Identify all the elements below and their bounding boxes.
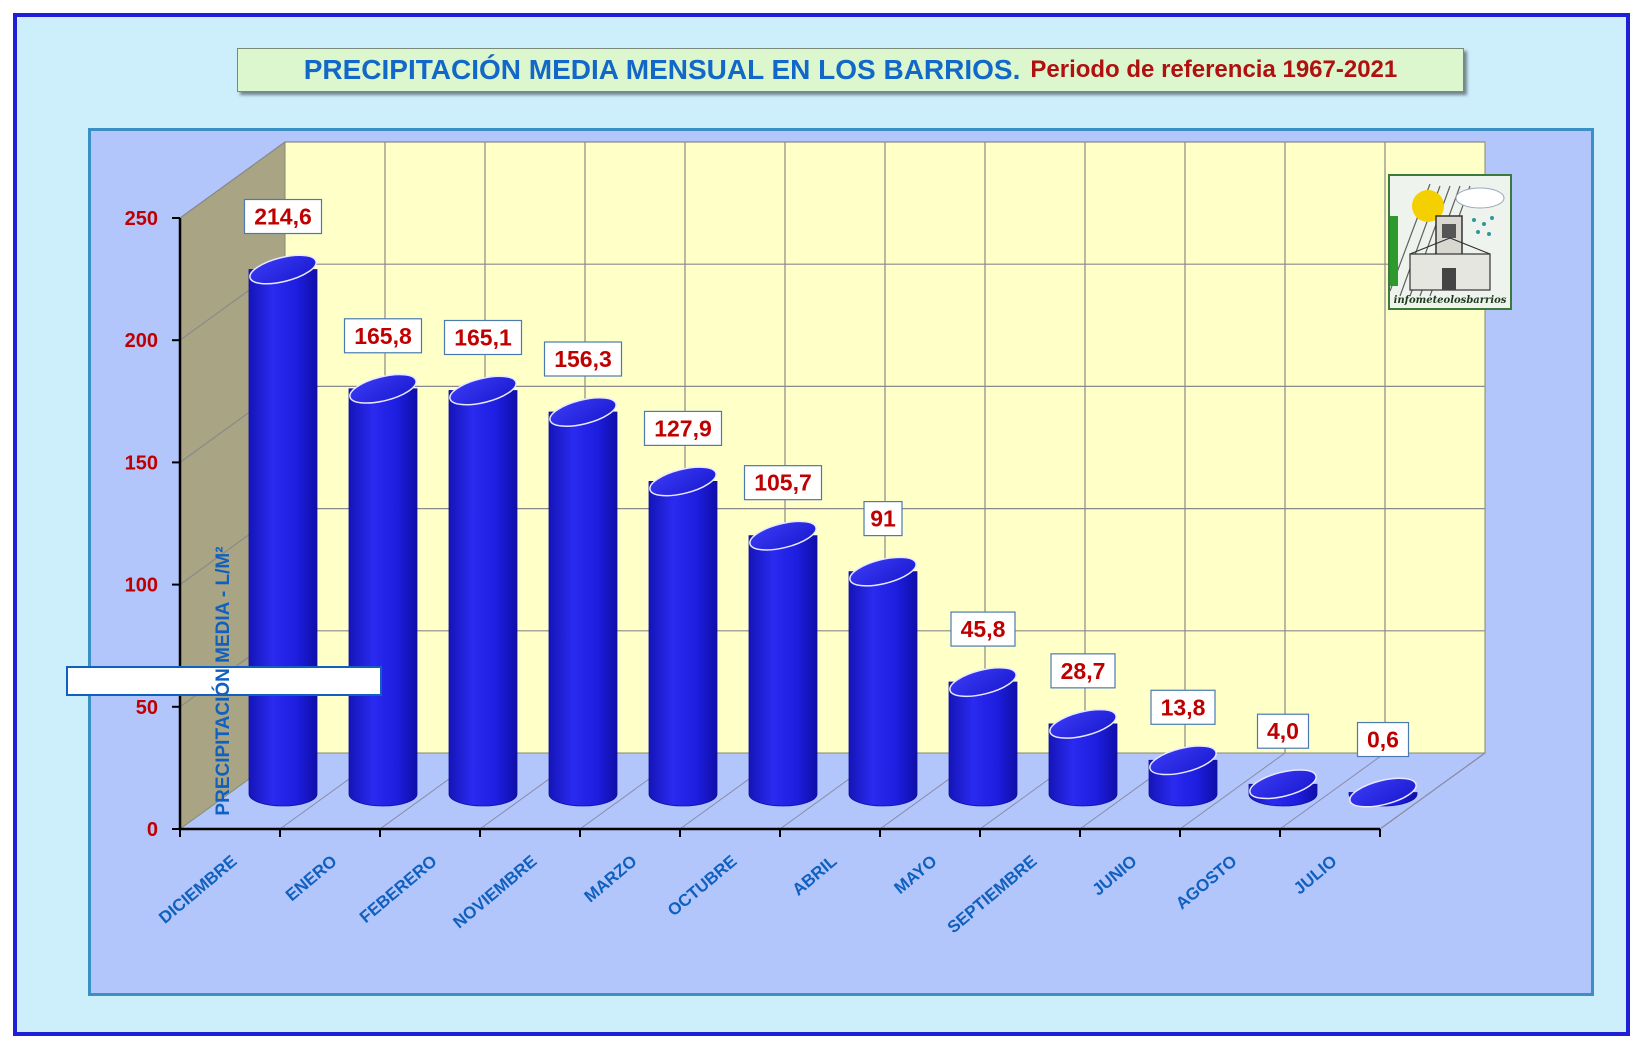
bar <box>1048 708 1118 807</box>
bar-body <box>348 388 418 807</box>
bar-top <box>649 466 717 497</box>
value-label-box <box>950 611 1016 647</box>
chart-subtitle: Periodo de referencia 1967-2021 <box>1030 56 1398 83</box>
x-tick-label: AGOSTO <box>1172 852 1240 914</box>
bar-body <box>548 411 618 807</box>
bar-top <box>1249 769 1317 800</box>
y-tick-label: 100 <box>125 575 158 597</box>
bar-top <box>949 667 1017 698</box>
chart-axes <box>172 217 1381 837</box>
value-label: 45,8 <box>961 616 1006 642</box>
value-label: 105,7 <box>754 470 812 496</box>
bar <box>1248 769 1318 807</box>
x-tick-label: ENERO <box>282 852 341 905</box>
value-label: 13,8 <box>1161 694 1206 720</box>
value-label: 28,7 <box>1061 658 1106 684</box>
value-label-box <box>1356 721 1410 758</box>
bar-top <box>449 375 517 406</box>
value-label: 127,9 <box>654 415 712 441</box>
bar-top <box>549 396 617 428</box>
x-tick-label: OCTUBRE <box>664 852 741 921</box>
x-tick-label: ABRIL <box>789 852 841 900</box>
x-tick-label: JUNIO <box>1089 852 1141 900</box>
value-label: 156,3 <box>554 346 612 372</box>
church-sun-rain-logo: infometeolosbarrios <box>1388 174 1512 310</box>
bar-body <box>748 535 818 807</box>
y-axis-label: PRECIPITACIÓN MEDIA - L/M² <box>66 546 382 816</box>
bar-top <box>849 556 917 587</box>
x-tick-label: FEBERERO <box>356 852 441 927</box>
value-label: 91 <box>870 506 896 532</box>
bar <box>648 466 718 807</box>
x-tick-label: MARZO <box>581 852 641 907</box>
value-label-box <box>443 319 523 356</box>
bar <box>248 254 318 807</box>
value-label-box <box>243 198 323 235</box>
bar-body <box>848 571 918 807</box>
bar-top <box>1149 745 1217 776</box>
bar-body <box>648 481 718 807</box>
floor-depth-line <box>1279 752 1386 830</box>
value-label-box <box>1050 653 1116 689</box>
x-tick-label: DICIEMBRE <box>155 852 240 928</box>
bar-body <box>448 390 518 807</box>
value-label: 214,6 <box>254 204 312 230</box>
chart-title: PRECIPITACIÓN MEDIA MENSUAL EN LOS BARRI… <box>303 54 1021 85</box>
bar <box>748 520 818 807</box>
value-label-box <box>1150 689 1216 725</box>
bar-body <box>1048 723 1118 807</box>
logo-text: infometeolosbarrios <box>1393 295 1507 306</box>
value-label-box <box>343 318 423 354</box>
y-tick-label: 250 <box>125 208 158 230</box>
value-label-box <box>1256 713 1310 749</box>
x-tick-label: SEPTIEMBRE <box>944 852 1041 938</box>
floor-depth-line <box>1179 752 1286 830</box>
bar <box>548 396 618 807</box>
bar-top <box>349 373 417 404</box>
y-tick-label: 150 <box>125 452 158 474</box>
bar <box>848 556 918 807</box>
bar <box>1348 777 1418 808</box>
bar <box>948 667 1018 807</box>
value-label-box <box>643 410 723 447</box>
value-label: 165,1 <box>454 324 512 350</box>
bar-body <box>948 681 1018 807</box>
value-label: 165,8 <box>354 323 412 349</box>
chart-title-box: PRECIPITACIÓN MEDIA MENSUAL EN LOS BARRI… <box>237 48 1464 92</box>
value-label-box <box>863 500 903 537</box>
y-tick-label: 50 <box>136 697 158 719</box>
value-label: 4,0 <box>1267 718 1299 744</box>
floor-depth-line <box>1379 752 1486 830</box>
y-tick-label: 200 <box>125 330 158 352</box>
x-tick-label: JULIO <box>1290 852 1341 899</box>
bar-top <box>249 254 317 285</box>
x-tick-label: MAYO <box>890 852 940 898</box>
value-label-box <box>543 341 623 377</box>
logo-graphic-icon <box>1390 176 1510 308</box>
x-tick-label: NOVIEMBRE <box>449 852 540 933</box>
value-label: 0,6 <box>1367 727 1399 753</box>
bar-top <box>1049 708 1117 739</box>
value-label-box <box>743 465 823 501</box>
bar-top <box>1349 777 1417 808</box>
y-tick-label: 0 <box>147 819 158 841</box>
bar-body <box>248 269 318 807</box>
bar <box>1148 745 1218 807</box>
bar <box>448 375 518 807</box>
bar <box>348 373 418 807</box>
bar-top <box>749 520 817 551</box>
